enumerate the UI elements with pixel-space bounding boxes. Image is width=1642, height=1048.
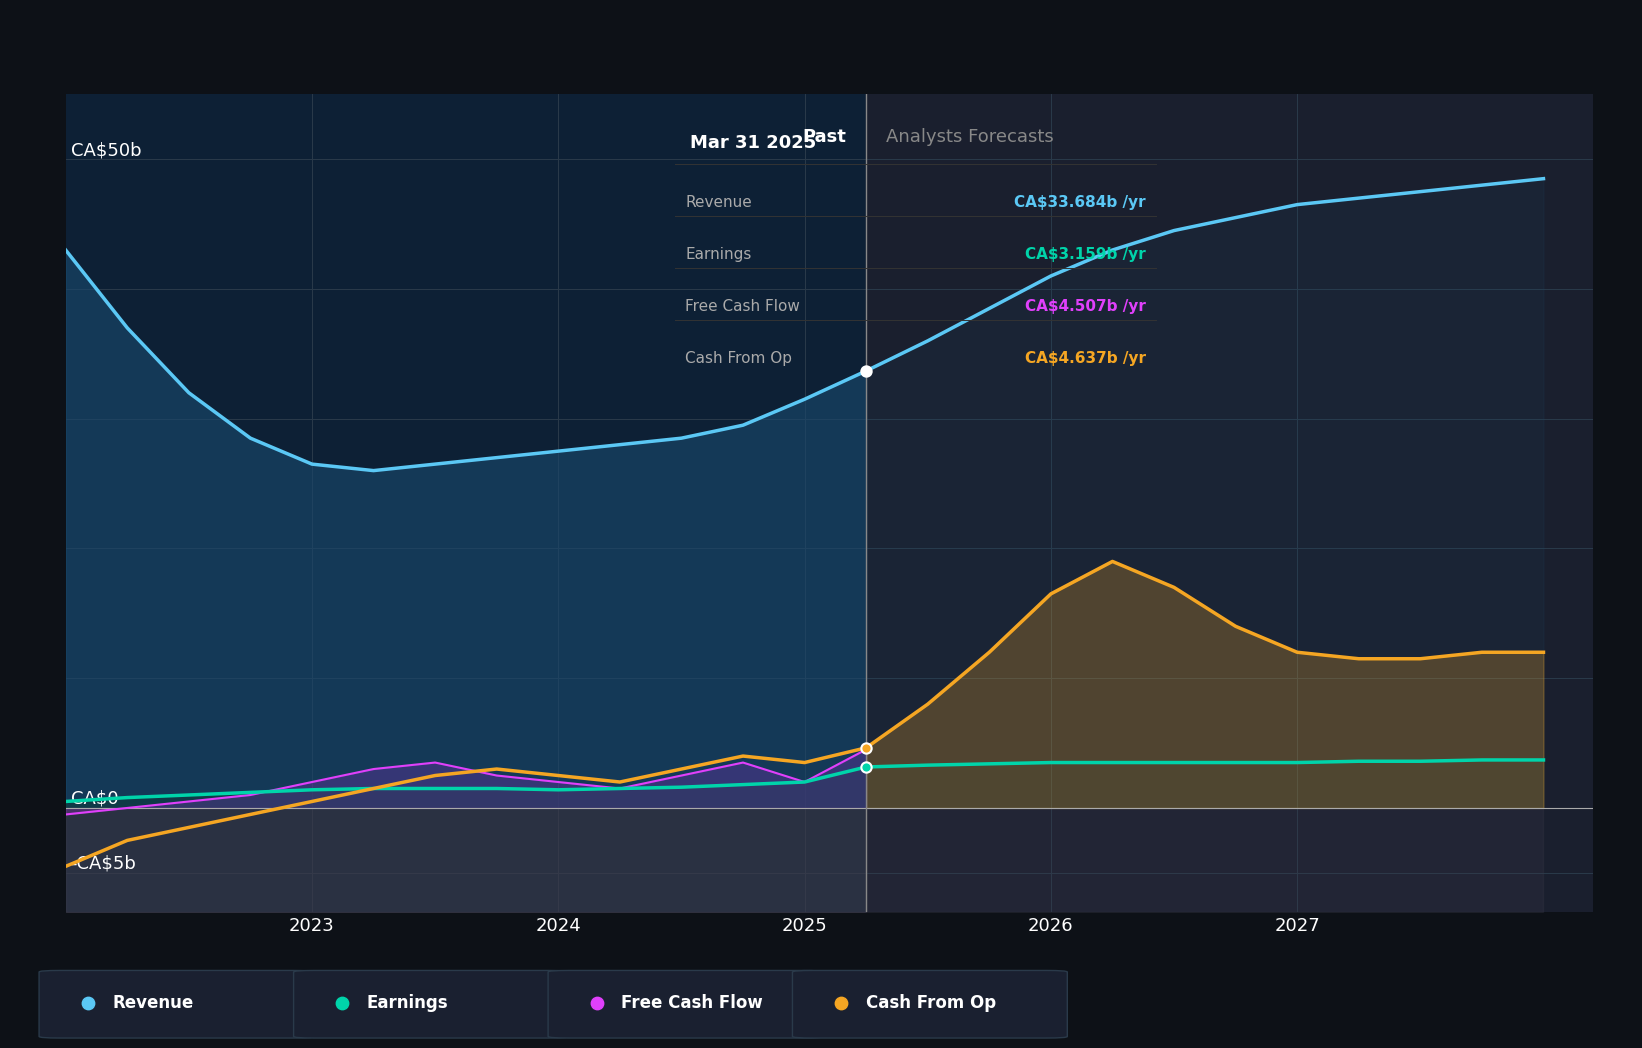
Text: CA$0: CA$0 bbox=[71, 790, 118, 808]
Text: Analysts Forecasts: Analysts Forecasts bbox=[885, 128, 1054, 147]
Point bbox=[854, 759, 880, 776]
Text: Cash From Op: Cash From Op bbox=[865, 995, 995, 1012]
Point bbox=[828, 996, 854, 1012]
Point bbox=[330, 996, 356, 1012]
Text: CA$3.159b /yr: CA$3.159b /yr bbox=[1025, 247, 1146, 262]
Text: CA$33.684b /yr: CA$33.684b /yr bbox=[1015, 195, 1146, 211]
FancyBboxPatch shape bbox=[548, 970, 823, 1038]
Text: Earnings: Earnings bbox=[366, 995, 448, 1012]
Text: -CA$5b: -CA$5b bbox=[71, 855, 136, 873]
Point bbox=[854, 363, 880, 379]
Text: Mar 31 2025: Mar 31 2025 bbox=[690, 133, 816, 152]
Text: Free Cash Flow: Free Cash Flow bbox=[685, 299, 800, 314]
Text: CA$4.507b /yr: CA$4.507b /yr bbox=[1025, 299, 1146, 314]
FancyBboxPatch shape bbox=[294, 970, 568, 1038]
Text: Revenue: Revenue bbox=[112, 995, 194, 1012]
Text: Free Cash Flow: Free Cash Flow bbox=[621, 995, 764, 1012]
Text: Earnings: Earnings bbox=[685, 247, 752, 262]
Text: CA$4.637b /yr: CA$4.637b /yr bbox=[1025, 351, 1146, 366]
Text: Past: Past bbox=[803, 128, 847, 147]
Point bbox=[854, 740, 880, 757]
Point bbox=[76, 996, 102, 1012]
Text: Cash From Op: Cash From Op bbox=[685, 351, 791, 366]
Text: Revenue: Revenue bbox=[685, 195, 752, 211]
Point bbox=[585, 996, 611, 1012]
FancyBboxPatch shape bbox=[39, 970, 314, 1038]
FancyBboxPatch shape bbox=[793, 970, 1067, 1038]
Bar bbox=[867, 94, 1593, 912]
Text: CA$50b: CA$50b bbox=[71, 141, 141, 159]
